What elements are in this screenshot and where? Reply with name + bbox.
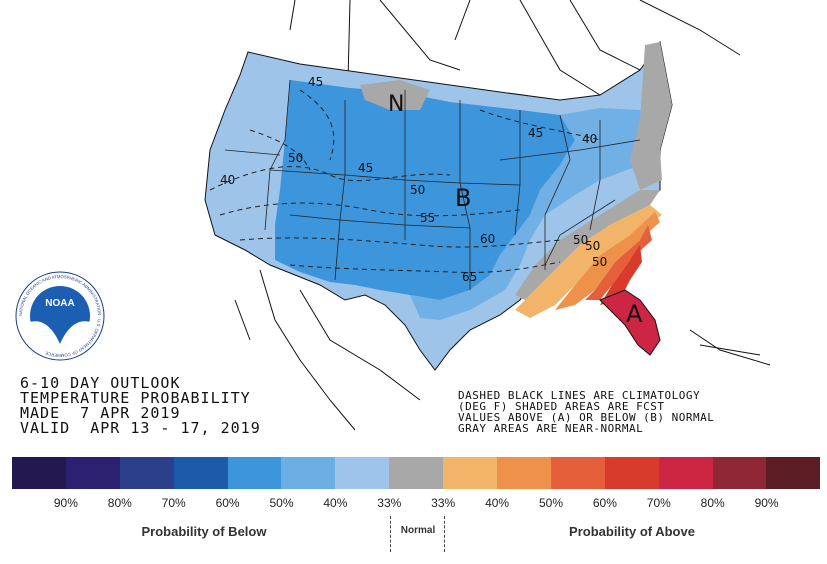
note-line: GRAY AREAS ARE NEAR-NORMAL — [458, 422, 644, 435]
legend-swatch-below-70 — [119, 457, 174, 489]
normal-region-southeast — [515, 190, 660, 300]
state-lines — [224, 79, 641, 290]
legend-swatch-above-90 — [766, 457, 821, 489]
above-40-region — [555, 212, 660, 310]
legend-tick-label: 40% — [485, 496, 510, 510]
outlook-map: 45 50 45 40 50 55 60 65 45 40 50 50 50 N… — [204, 0, 771, 431]
isotherm-label: 45 — [528, 126, 543, 140]
above-letter: A — [626, 300, 643, 328]
legend-swatch-below-40 — [281, 457, 336, 489]
title-line: MADE 7 APR 2019 — [20, 404, 181, 422]
legend-swatch-below-80 — [65, 457, 120, 489]
isotherm-label: 50 — [573, 233, 588, 247]
legend-swatch-above-80 — [712, 457, 767, 489]
noaa-logo-text: NOAA — [45, 298, 74, 309]
isotherm-labels: 45 50 45 40 50 55 60 65 45 40 50 50 50 — [220, 75, 607, 284]
title-line: TEMPERATURE PROBABILITY — [20, 389, 251, 407]
legend-above-caption: Probability of Above — [569, 524, 695, 539]
legend-swatch-above-60 — [604, 457, 659, 489]
legend-tick-label: 80% — [700, 496, 725, 510]
legend-tick-label: 50% — [269, 496, 294, 510]
normal-divider-left — [390, 516, 391, 552]
legend-tick-label: 60% — [215, 496, 240, 510]
legend-swatch-normal — [389, 457, 444, 489]
legend-swatch-above-40 — [497, 457, 551, 489]
map-notes: DASHED BLACK LINES ARE CLIMATOLOGY (DEG F… — [458, 390, 714, 434]
above-50-region — [585, 225, 652, 300]
isotherm-label: 45 — [308, 75, 323, 89]
legend-swatch-above-50 — [550, 457, 605, 489]
legend-color-bar — [12, 457, 821, 489]
legend-swatch-below-60 — [173, 457, 228, 489]
title-line: VALID APR 13 - 17, 2019 — [20, 419, 261, 437]
isotherm-label: 50 — [288, 151, 303, 165]
isotherm-label: 60 — [480, 232, 495, 246]
legend-tick-label: 90% — [53, 496, 78, 510]
legend-swatch-below-50 — [227, 457, 282, 489]
neighbor-borders — [234, 0, 771, 431]
legend-tick-label: 33% — [377, 496, 402, 510]
note-line: DASHED BLACK LINES ARE CLIMATOLOGY — [458, 389, 701, 402]
us-below-40-region — [410, 108, 650, 320]
above-33-region — [515, 205, 662, 318]
noaa-logo: NOAA NATIONAL OCEANIC AND ATMOSPHERIC AD… — [15, 271, 105, 361]
legend-normal-caption: Normal — [400, 525, 436, 536]
normal-region-north — [360, 80, 430, 110]
below-letter: B — [455, 184, 471, 212]
normal-divider-right — [444, 516, 445, 552]
legend-swatch-above-33 — [443, 457, 498, 489]
isotherm-label: 50 — [585, 239, 600, 253]
legend-tick-label: 50% — [538, 496, 564, 510]
isotherm-label: 50 — [592, 255, 607, 269]
legend-swatch-below-90 — [12, 457, 66, 489]
above-60-region — [600, 245, 642, 305]
isotherm-label: 55 — [420, 211, 435, 225]
note-line: (DEG F) SHADED AREAS ARE FCST — [458, 400, 665, 413]
above-70-region — [599, 289, 661, 356]
legend-tick-label: 60% — [592, 496, 617, 510]
isotherm-label: 40 — [582, 132, 597, 146]
legend-tick-label: 33% — [431, 496, 456, 510]
normal-region-east — [630, 42, 672, 190]
isotherm-label: 50 — [410, 183, 425, 197]
legend-tick-label: 80% — [107, 496, 132, 510]
legend-tick-label: 70% — [646, 496, 671, 510]
legend-swatch-below-33 — [335, 457, 390, 489]
title-line: 6-10 DAY OUTLOOK — [20, 374, 181, 392]
isotherm-label: 65 — [462, 270, 477, 284]
climatology-lines — [209, 89, 601, 274]
legend-tick-label: 70% — [161, 496, 186, 510]
isotherm-label: 40 — [220, 173, 235, 187]
legend-tick-label: 90% — [754, 496, 779, 510]
us-below-50-region — [275, 80, 575, 300]
legend-swatch-above-70 — [658, 457, 713, 489]
note-line: VALUES ABOVE (A) OR BELOW (B) NORMAL — [458, 411, 715, 424]
legend-below-caption: Probability of Below — [141, 524, 267, 539]
legend-tick-label: 40% — [323, 496, 348, 510]
isotherm-label: 45 — [358, 161, 373, 175]
normal-letter: N — [388, 92, 404, 117]
outlook-title-block: 6-10 DAY OUTLOOK TEMPERATURE PROBABILITY M… — [20, 376, 261, 436]
